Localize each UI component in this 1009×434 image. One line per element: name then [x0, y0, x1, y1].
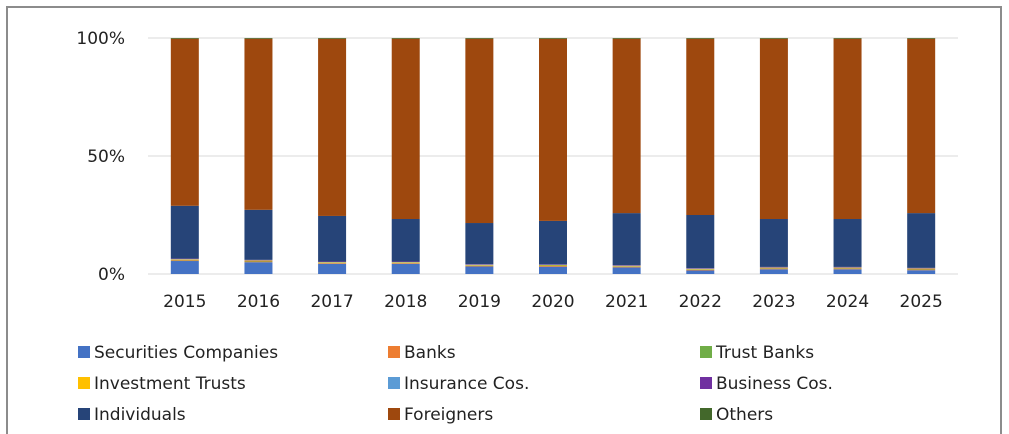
- bar-segment: [465, 223, 494, 265]
- legend-label: Business Cos.: [716, 374, 833, 394]
- x-tick-label: 2020: [531, 292, 574, 312]
- x-tick-label: 2023: [752, 292, 795, 312]
- bar-segment: [833, 38, 862, 39]
- x-tick-label: 2019: [458, 292, 501, 312]
- bar-segment: [907, 213, 936, 268]
- bar-segment: [907, 38, 936, 214]
- bar-segment: [833, 38, 862, 220]
- bar-segment: [686, 270, 715, 274]
- bar-segment: [244, 262, 273, 274]
- bar-segment: [170, 205, 199, 259]
- bar-segment: [318, 263, 347, 264]
- bar-segment: [907, 38, 936, 39]
- bar-segment: [833, 219, 862, 267]
- bar-segment: [686, 215, 715, 269]
- bar-segment: [318, 215, 347, 262]
- bar-segment: [318, 263, 347, 274]
- legend-label: Insurance Cos.: [404, 374, 529, 394]
- bar-segment: [318, 38, 347, 216]
- bar-segment: [759, 219, 788, 267]
- bar-segment: [244, 209, 273, 260]
- legend-label: Others: [716, 405, 773, 425]
- y-tick-label: 100%: [76, 29, 125, 49]
- bar-segment: [612, 38, 641, 39]
- legend-swatch: [78, 377, 90, 389]
- bar-segment: [391, 38, 420, 220]
- legend-label: Individuals: [94, 405, 186, 425]
- bar-segment: [539, 220, 567, 265]
- legend-swatch: [700, 346, 712, 358]
- bar-segment: [391, 38, 420, 39]
- x-tick-label: 2017: [310, 292, 353, 312]
- x-tick-label: 2024: [826, 292, 869, 312]
- legend-swatch: [700, 377, 712, 389]
- legend-swatch: [700, 408, 712, 420]
- bar-segment: [465, 266, 494, 274]
- legend-swatch: [388, 408, 400, 420]
- x-tick-label: 2021: [605, 292, 648, 312]
- legend-swatch: [78, 408, 90, 420]
- bar-segment: [465, 265, 494, 267]
- legend-label: Securities Companies: [94, 343, 278, 363]
- bar-segment: [244, 261, 273, 263]
- y-tick-label: 50%: [87, 147, 125, 167]
- bar-segment: [539, 38, 567, 221]
- bar-segment: [391, 219, 420, 262]
- bar-segment: [612, 267, 641, 274]
- legend-label: Banks: [404, 343, 456, 363]
- legend-label: Foreigners: [404, 405, 493, 425]
- chart-frame: [6, 6, 1002, 434]
- bar-segment: [612, 38, 641, 214]
- legend-swatch: [388, 377, 400, 389]
- bar-segment: [686, 38, 715, 215]
- bar-segment: [759, 38, 788, 39]
- x-tick-label: 2016: [237, 292, 280, 312]
- bar-segment: [686, 269, 715, 271]
- bar-segment: [612, 213, 641, 266]
- bar-segment: [907, 270, 936, 274]
- legend-label: Trust Banks: [715, 343, 814, 363]
- legend-label: Investment Trusts: [94, 374, 246, 394]
- bar-segment: [612, 266, 641, 268]
- bar-segment: [170, 261, 199, 274]
- bar-segment: [539, 265, 567, 267]
- x-tick-label: 2018: [384, 292, 427, 312]
- y-tick-label: 0%: [98, 265, 125, 285]
- bar-segment: [170, 38, 199, 206]
- bar-segment: [539, 266, 567, 274]
- bar-segment: [244, 38, 273, 39]
- legend-swatch: [78, 346, 90, 358]
- bar-segment: [759, 268, 788, 270]
- bar-segment: [465, 38, 494, 224]
- bar-segment: [244, 38, 273, 210]
- bar-segment: [170, 38, 199, 39]
- bar-segment: [833, 268, 862, 270]
- x-tick-label: 2015: [163, 292, 206, 312]
- bar-segment: [465, 38, 494, 39]
- bar-segment: [907, 269, 936, 271]
- bar-segment: [391, 263, 420, 264]
- x-tick-label: 2025: [900, 292, 943, 312]
- bar-segment: [759, 38, 788, 220]
- bar-segment: [539, 38, 567, 39]
- bar-segment: [318, 38, 347, 39]
- legend-swatch: [388, 346, 400, 358]
- bar-segment: [391, 263, 420, 274]
- x-tick-label: 2022: [679, 292, 722, 312]
- bar-segment: [833, 269, 862, 274]
- bar-segment: [686, 38, 715, 39]
- bar-segment: [759, 269, 788, 274]
- bar-segment: [170, 260, 199, 262]
